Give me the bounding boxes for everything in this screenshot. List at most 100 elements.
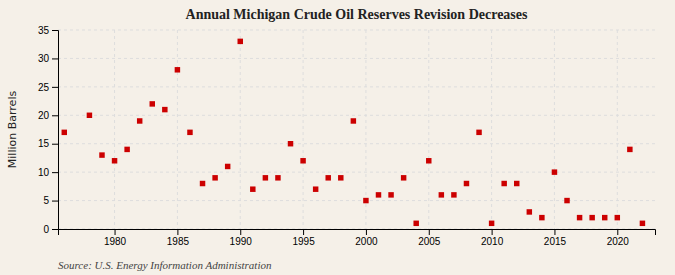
point [99,152,104,157]
tick-mark [52,201,58,202]
chart: 1980198519901995200020052010201520200510… [0,0,675,275]
point [300,158,305,163]
point [615,215,620,220]
point [577,215,582,220]
point [200,181,205,186]
point [527,209,532,214]
grid [58,30,655,229]
tick-label: 1980 [104,236,127,247]
tick-mark [177,229,178,235]
tick-mark [52,58,58,59]
point [426,158,431,163]
tick: 2005 [418,229,441,247]
point [627,147,632,152]
grid-line [177,30,178,229]
point [552,169,557,174]
tick-mark [52,144,58,145]
tick: 10 [38,167,58,178]
point [124,147,129,152]
tick-mark [52,172,58,173]
tick-mark [240,229,241,235]
tick-label: 2020 [607,236,630,247]
tick-mark [492,229,493,235]
point [640,221,645,226]
point [589,215,594,220]
tick: 1985 [167,229,190,247]
point [388,192,393,197]
point [325,175,330,180]
grid-line [554,30,555,229]
grid-line [58,30,655,31]
point [338,175,343,180]
tick: 1990 [230,229,253,247]
tick: 20 [38,110,58,121]
tick-mark [429,229,430,235]
point [514,181,519,186]
point [238,39,243,44]
tick-mark [303,229,304,235]
points [62,39,646,226]
grid-line [114,30,115,229]
tick-mark [52,87,58,88]
title: Annual Michigan Crude Oil Reserves Revis… [186,7,528,22]
point [564,198,569,203]
grid-line [240,30,241,229]
point [363,198,368,203]
point [87,113,92,118]
point [162,107,167,112]
tick-label: 1985 [167,236,190,247]
point [464,181,469,186]
tick-mark [52,30,58,31]
point [175,67,180,72]
tick-label: 10 [38,167,50,178]
tick: 0 [43,224,58,235]
tick-label: 35 [38,25,50,36]
tick: 1980 [104,229,127,247]
tick: 25 [38,82,58,93]
grid-line [617,30,618,229]
tick: 30 [38,53,58,64]
grid-line [58,86,655,87]
grid-line [428,30,429,229]
point [376,192,381,197]
grid-line [58,143,655,144]
point [413,221,418,226]
point [489,221,494,226]
tick-mark [554,229,555,235]
tick-label: 1995 [292,236,315,247]
tick-label: 20 [38,110,50,121]
source: Source: U.S. Energy Information Administ… [58,259,272,271]
tick-label: 5 [43,195,49,206]
tick-mark [617,229,618,235]
grid-line [58,115,655,116]
point [602,215,607,220]
point [250,186,255,191]
point [476,130,481,135]
y-axis: 0 5 10 15 20 25 30 35 [38,25,59,235]
point [187,130,192,135]
plot-area: 1980198519901995200020052010201520200510… [38,25,656,247]
tick-label: 2005 [418,236,441,247]
point [501,181,506,186]
point [351,118,356,123]
point [225,164,230,169]
tick-mark [52,115,58,116]
point [451,192,456,197]
x-axis: 198019851990199520002005201020152020 [59,229,656,247]
tick-label: 2010 [481,236,504,247]
point [288,141,293,146]
tick-mark [366,229,367,235]
point [313,186,318,191]
point [263,175,268,180]
tick-label: 15 [38,138,50,149]
tick-label: 30 [38,53,50,64]
point [212,175,217,180]
point [275,175,280,180]
tick-label: 1990 [230,236,253,247]
tick: 35 [38,25,58,36]
tick: 5 [43,195,58,206]
point [150,101,155,106]
tick: 15 [38,138,58,149]
axis-line [59,230,656,236]
point [112,158,117,163]
